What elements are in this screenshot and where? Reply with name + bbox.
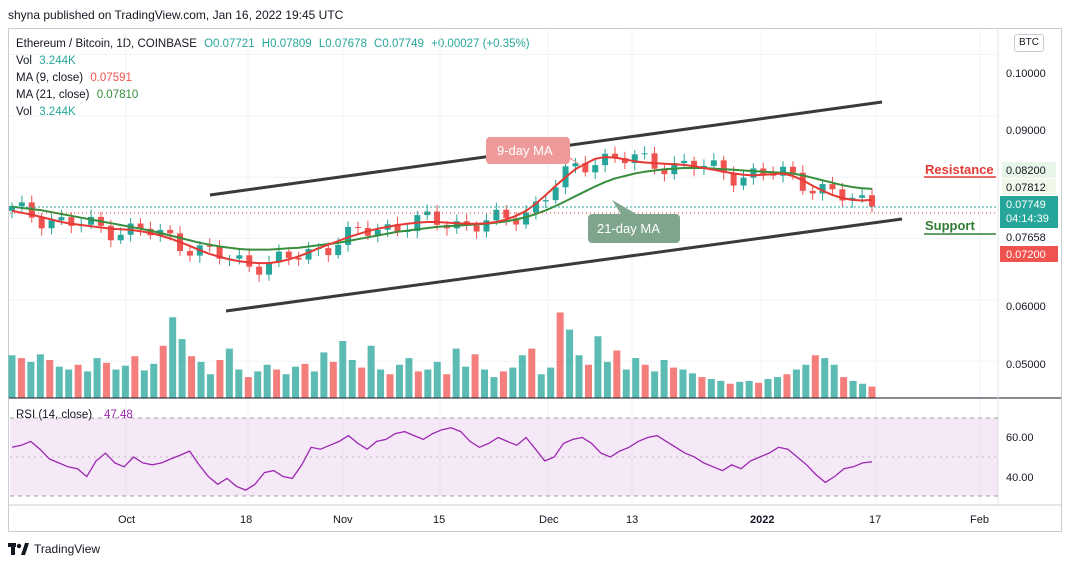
footer: TradingView [8,542,100,556]
chart-frame [8,28,1062,532]
open-value: O0.07721 [204,38,255,50]
vol2-label: Vol [16,106,32,118]
vol-value: 3.244K [39,55,76,67]
legend-ohlc-row: Ethereum / Bitcoin, 1D, COINBASE O0.0772… [16,36,534,53]
close-value: C0.07749 [374,38,424,50]
footer-brand[interactable]: TradingView [34,542,101,556]
legend-ma21-row[interactable]: MA (21, close) 0.07810 [16,87,534,104]
symbol-label[interactable]: Ethereum / Bitcoin, 1D, COINBASE [16,38,197,50]
vol2-value: 3.244K [39,106,76,118]
ma9-value: 0.07591 [90,72,132,84]
currency-button[interactable]: BTC [1014,34,1044,52]
ma21-label: MA (21, close) [16,89,90,101]
tradingview-logo-icon [8,543,29,555]
low-value: L0.07678 [318,38,367,50]
ma9-label: MA (9, close) [16,72,84,84]
publisher-line: shyna published on TradingView.com, Jan … [8,8,344,22]
legend-vol-row[interactable]: Vol 3.244K [16,53,534,70]
high-value: H0.07809 [261,38,312,50]
legend-ma9-row[interactable]: MA (9, close) 0.07591 [16,70,534,87]
ma21-value: 0.07810 [96,89,139,101]
vol-label: Vol [16,55,32,67]
change-value: +0.00027 (+0.35%) [431,38,530,50]
legend-vol2-row[interactable]: Vol 3.244K [16,104,534,121]
chart-legend: Ethereum / Bitcoin, 1D, COINBASE O0.0772… [16,36,534,121]
